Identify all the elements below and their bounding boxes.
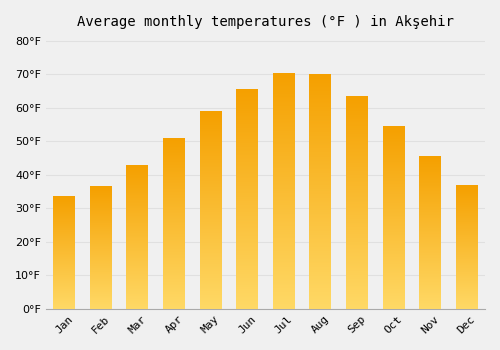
Title: Average monthly temperatures (°F ) in Akşehir: Average monthly temperatures (°F ) in Ak… xyxy=(77,15,454,29)
